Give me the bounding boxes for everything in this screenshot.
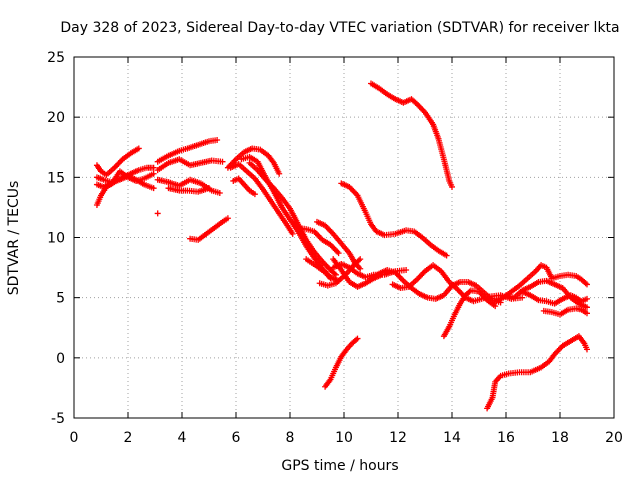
data-point (224, 215, 231, 222)
data-series (227, 161, 296, 237)
x-tick-label: 2 (124, 430, 133, 446)
x-tick-label: 12 (389, 430, 407, 446)
data-series (165, 185, 212, 195)
x-tick-label: 20 (605, 430, 623, 446)
data-series (289, 218, 342, 257)
data-series (519, 288, 590, 307)
data-series (314, 218, 364, 272)
y-tick-label: 10 (47, 231, 65, 247)
data-point (327, 275, 334, 282)
data-point (219, 158, 226, 165)
y-tick-label: 5 (56, 291, 65, 307)
data-point (335, 250, 342, 257)
data-series (440, 287, 499, 340)
y-tick-label: -5 (51, 411, 65, 427)
data-points (93, 80, 590, 412)
data-point (584, 304, 590, 311)
data-point (357, 265, 364, 272)
y-tick-label: 0 (56, 351, 65, 367)
data-point (584, 346, 590, 353)
plot-frame (73, 56, 615, 419)
y-axis-label: SDTVAR / TECUs (6, 181, 22, 296)
axis-ticks: 0 2 4 6 8 10 12 14 16 18 20 -5 0 5 10 15 20 25 (47, 50, 623, 446)
x-axis-label: GPS time / hours (281, 458, 398, 474)
data-series (368, 266, 504, 306)
data-series (540, 305, 590, 318)
data-series (322, 335, 361, 390)
data-point (584, 281, 590, 288)
data-series (154, 137, 221, 165)
data-point (206, 185, 212, 192)
x-tick-label: 8 (286, 430, 295, 446)
y-tick-label: 20 (47, 110, 65, 126)
x-tick-label: 10 (335, 430, 353, 446)
data-point (150, 164, 157, 171)
x-tick-label: 14 (443, 430, 461, 446)
x-tick-label: 4 (178, 430, 187, 446)
data-series (303, 256, 334, 282)
y-tick-label: 15 (47, 170, 65, 186)
data-point (449, 183, 455, 190)
grid-lines (74, 57, 614, 418)
data-point (519, 294, 526, 301)
data-series (230, 175, 258, 198)
data-series (93, 145, 142, 178)
x-tick-label: 6 (232, 430, 241, 446)
data-point (289, 230, 296, 237)
data-point (403, 266, 410, 273)
data-series (389, 262, 526, 305)
data-point (135, 145, 142, 152)
data-point (354, 335, 361, 342)
data-point (154, 210, 161, 217)
data-point (150, 185, 157, 192)
data-series (93, 168, 157, 190)
data-series (484, 333, 590, 412)
chart-title: Day 328 of 2023, Sidereal Day-to-day VTE… (60, 20, 619, 36)
data-series (368, 80, 455, 190)
data-point (357, 256, 364, 263)
data-point (251, 191, 258, 198)
data-point (443, 252, 450, 259)
x-tick-label: 18 (551, 430, 569, 446)
y-tick-label: 25 (47, 50, 65, 66)
data-point (150, 170, 157, 177)
data-series (503, 277, 590, 311)
data-point (276, 170, 283, 177)
data-point (584, 310, 590, 317)
data-series (224, 145, 283, 177)
data-point (214, 137, 221, 144)
data-series (492, 262, 590, 305)
data-series (154, 210, 161, 217)
data-point (332, 271, 339, 278)
x-tick-label: 16 (497, 430, 515, 446)
data-series (187, 215, 231, 243)
data-point (216, 189, 223, 196)
x-tick-label: 0 (70, 430, 79, 446)
data-series (246, 159, 339, 278)
data-series (154, 176, 223, 196)
data-point (584, 295, 590, 302)
data-series (338, 180, 450, 259)
data-series (154, 156, 226, 174)
